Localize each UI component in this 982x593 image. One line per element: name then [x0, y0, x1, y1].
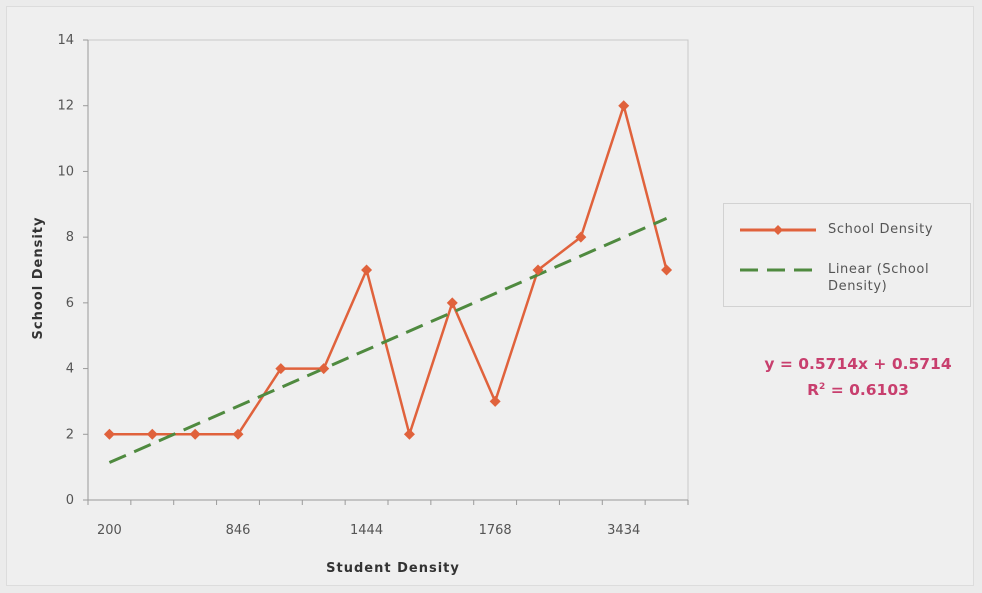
- y-tick-label: 4: [66, 362, 74, 377]
- y-tick-label: 10: [57, 164, 74, 179]
- data-point-marker: [361, 264, 373, 276]
- chart-area: 0 2 4 6 8 10 12 14 200 846 1444 1768 3434 School De…: [6, 6, 974, 586]
- y-tick-label: 0: [66, 493, 74, 508]
- data-point-marker: [318, 363, 330, 375]
- data-point-marker: [232, 428, 244, 440]
- x-axis-title: Student Density: [326, 561, 460, 576]
- data-point-marker: [575, 231, 587, 243]
- legend-label-school-density: School Density: [828, 222, 934, 237]
- legend-item-linear: Linear (School Density): [724, 260, 970, 300]
- y-axis-title: School Density: [31, 217, 46, 340]
- plot-area: [87, 39, 689, 501]
- series-line-linear-trend: [108, 217, 668, 464]
- legend: School Density Linear (School Density): [723, 203, 971, 307]
- data-point-marker: [532, 264, 544, 276]
- trendline-equation: y = 0.5714x + 0.5714 R2 = 0.6103: [727, 353, 982, 402]
- legend-label-linear: Linear (School Density): [828, 262, 930, 294]
- legend-item-school-density: School Density: [724, 220, 970, 240]
- x-tick-label: 1768: [479, 523, 512, 538]
- data-point-marker: [275, 363, 287, 375]
- legend-dashed-line-icon: [740, 268, 816, 272]
- y-tick-label: 6: [66, 296, 74, 311]
- data-point-marker: [146, 428, 158, 440]
- y-tick-label: 8: [66, 230, 74, 245]
- data-point-marker: [403, 428, 415, 440]
- x-tick-label: 1444: [350, 523, 383, 538]
- data-point-marker: [103, 428, 115, 440]
- data-point-marker: [189, 428, 201, 440]
- x-tick-label: 200: [97, 523, 122, 538]
- y-tick-label: 14: [57, 33, 74, 48]
- y-tick-label: 12: [57, 99, 74, 114]
- x-tick-label: 3434: [607, 523, 640, 538]
- y-tick-label: 2: [66, 427, 74, 442]
- trendline-formula: y = 0.5714x + 0.5714: [764, 355, 952, 373]
- legend-line-marker-icon: [740, 225, 816, 235]
- data-point-marker: [661, 264, 673, 276]
- series-line-school-density: [109, 104, 668, 436]
- data-point-marker: [489, 395, 501, 407]
- trendline-r-squared: R2 = 0.6103: [807, 381, 909, 400]
- data-point-marker: [618, 100, 630, 112]
- x-tick-label: 846: [226, 523, 251, 538]
- data-point-marker: [446, 297, 458, 309]
- line-chart: 0 2 4 6 8 10 12 14 200 846 1444 1768 3434 School De…: [31, 33, 689, 576]
